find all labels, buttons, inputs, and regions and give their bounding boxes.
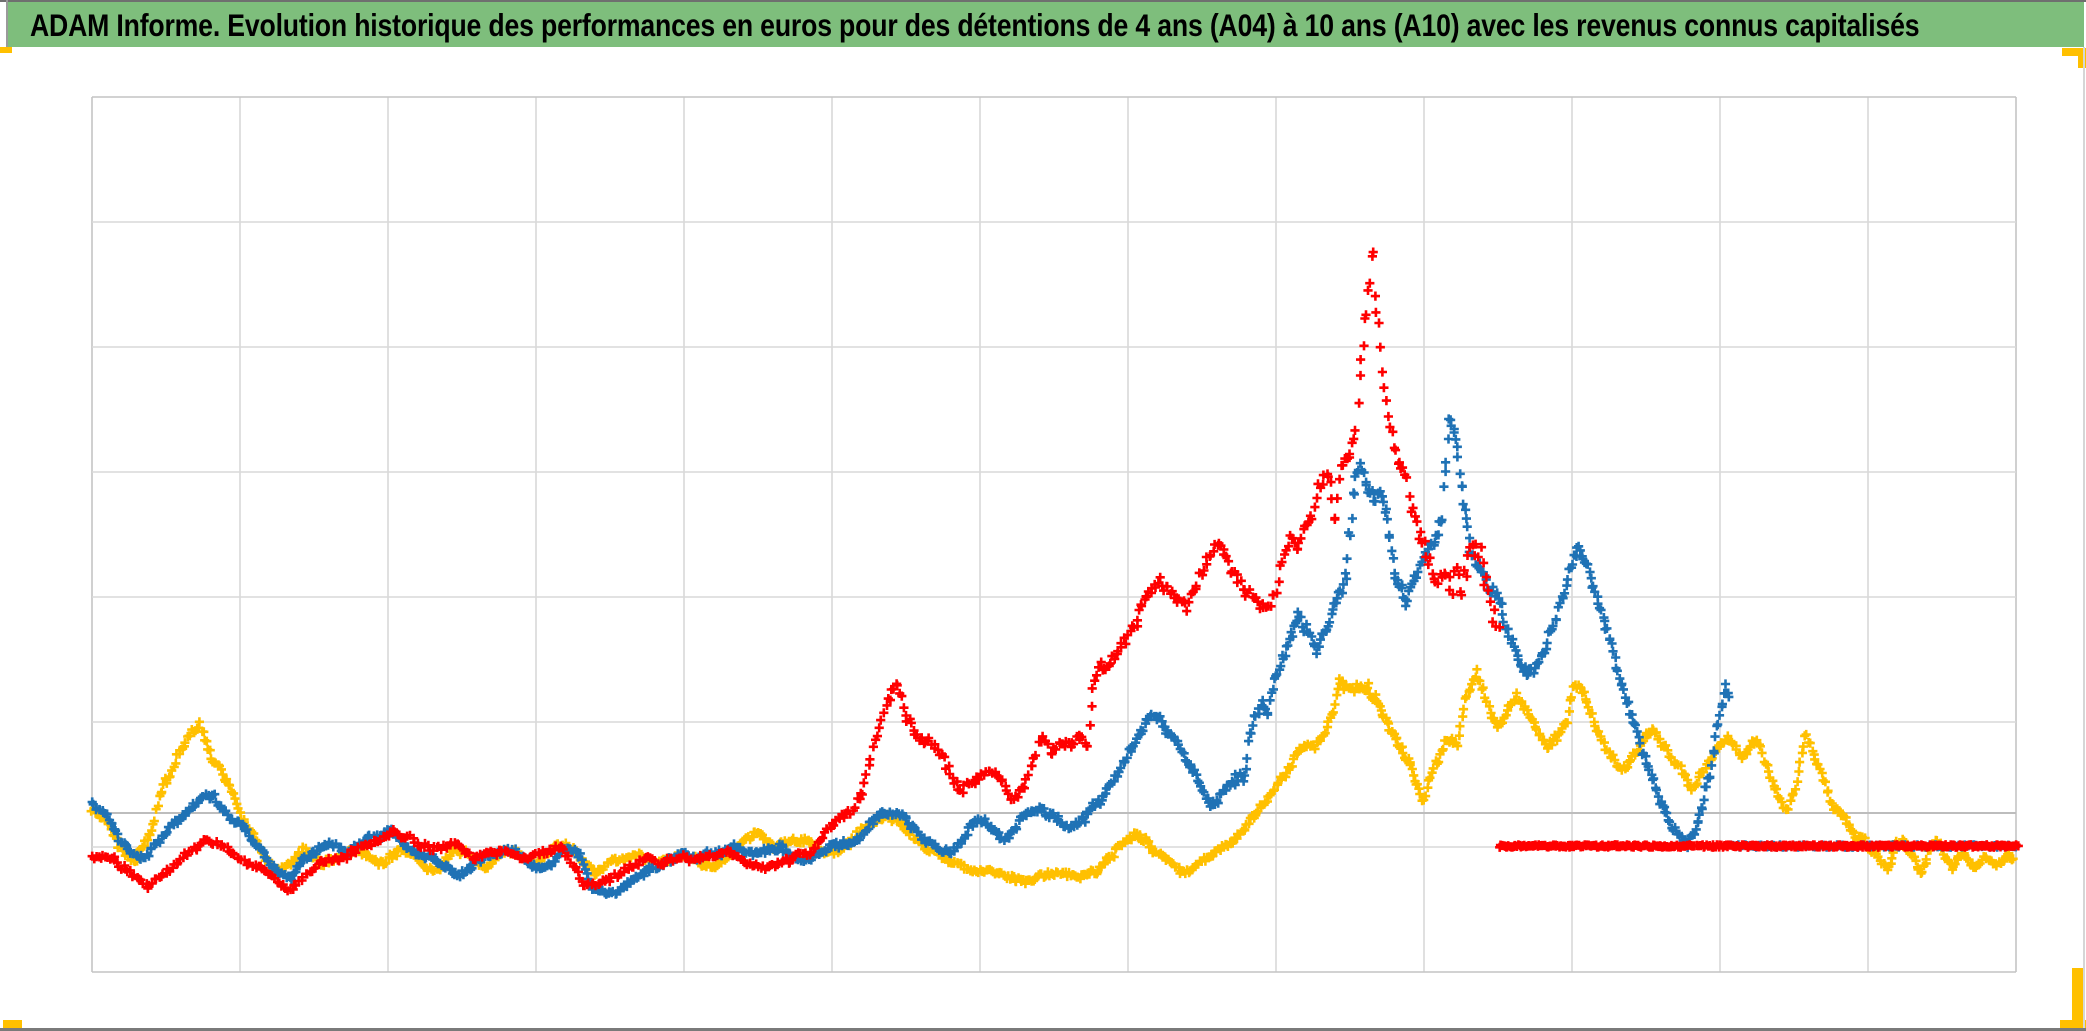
bottom-rule	[0, 1028, 2086, 1031]
page-title: ADAM Informe. Evolution historique des p…	[30, 7, 1920, 43]
selection-handle-top-left	[0, 47, 12, 53]
blue-series-markers	[87, 414, 2021, 899]
selection-handle-bottom-left	[3, 1020, 22, 1029]
selection-handle-bottom-right-foot	[2060, 1020, 2086, 1031]
title-bar: ADAM Informe. Evolution historique des p…	[8, 2, 2084, 47]
red-series-markers	[87, 247, 2023, 896]
right-border	[2083, 47, 2085, 1028]
selection-handle-bottom-right	[2072, 968, 2084, 1028]
selection-handle-top-right	[2062, 48, 2086, 56]
selection-handle-top-right-tail	[2078, 48, 2086, 68]
left-border	[6, 0, 8, 49]
top-border	[0, 0, 2086, 2]
